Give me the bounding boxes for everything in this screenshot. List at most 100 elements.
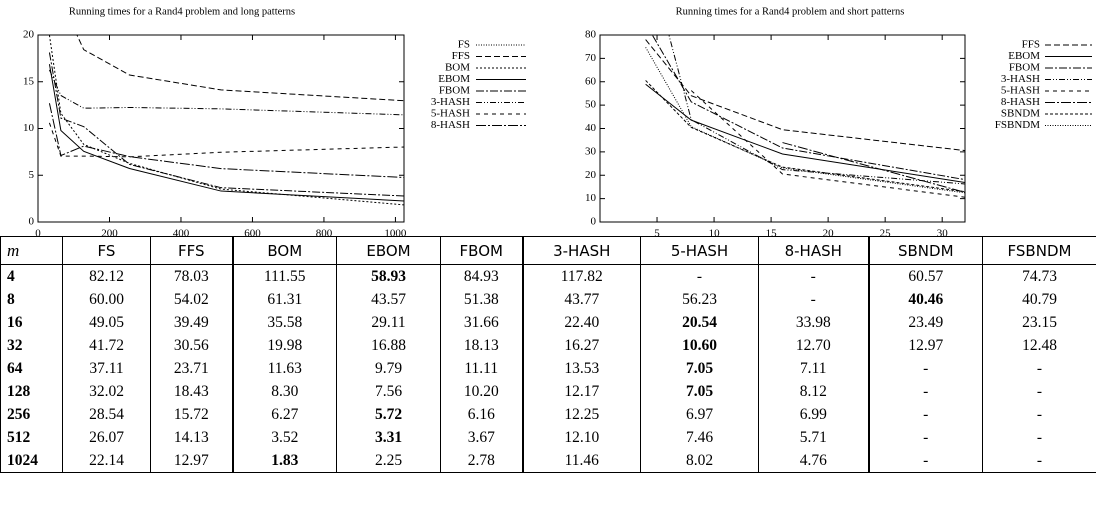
table-cell: 22.14 (62, 449, 151, 473)
table-cell: 43.77 (522, 288, 641, 311)
table-cell: 61.31 (232, 288, 337, 311)
column-header: FFS (150, 236, 234, 265)
table-row: 8 60.00 54.02 61.31 43.57 51.38 43.77 56.23-40.… (0, 288, 1096, 311)
table-cell: - (758, 264, 870, 288)
legend-label: 8-HASH (431, 119, 470, 131)
table-cell: 4.76 (758, 449, 870, 473)
table-cell: 10.60 (640, 334, 759, 357)
series-line (645, 47, 965, 194)
y-tick-label: 60 (585, 75, 597, 87)
table-cell: - (982, 426, 1096, 449)
header-row: m FS FFS BOM EBOM FBOM 3-HASH 5-HASH 8-HASH SBNDM… (0, 236, 1096, 265)
table-cell: - (868, 403, 983, 426)
legend-label: BOM (445, 62, 470, 74)
x-tick-label: 200 (101, 228, 118, 236)
table-cell: 31.66 (440, 311, 524, 334)
table-cell: 33.98 (758, 311, 870, 334)
series-line (645, 80, 965, 193)
table-cell: 32.02 (62, 380, 151, 403)
table-cell: 1024 (0, 449, 63, 473)
series-line (48, 122, 404, 158)
table-cell: - (868, 357, 983, 380)
legend-label: 5-HASH (431, 108, 470, 120)
table-cell: 28.54 (62, 403, 151, 426)
table-cell: 51.38 (440, 288, 524, 311)
chart-title: Running times for a Rand4 problem and sh… (676, 6, 905, 17)
y-tick-label: 5 (29, 169, 35, 181)
table-cell: 49.05 (62, 311, 151, 334)
table-row: 256 28.54 15.72 6.27 5.72 6.16 12.25 6.97 6.99- - (0, 403, 1096, 426)
x-tick-label: 10 (709, 228, 721, 236)
table-cell: 11.11 (440, 357, 524, 380)
table-cell: 128 (0, 380, 63, 403)
table-cell: 117.82 (522, 264, 641, 288)
legend-label: EBOM (438, 73, 470, 85)
table-cell: 16 (0, 311, 63, 334)
table-cell: - (982, 380, 1096, 403)
y-tick-label: 10 (23, 122, 35, 134)
series-line (48, 64, 404, 202)
charts: Running times for a Rand4 problem and lo… (23, 6, 1092, 236)
y-tick-label: 0 (591, 216, 597, 228)
y-tick-label: 15 (23, 75, 35, 87)
table-cell: 54.02 (150, 288, 234, 311)
series-line (48, 35, 404, 206)
table-cell: 23.15 (982, 311, 1096, 334)
table-cell: 7.46 (640, 426, 759, 449)
x-tick-label: 800 (316, 228, 333, 236)
table-cell: 19.98 (232, 334, 337, 357)
column-header: FBOM (440, 236, 524, 265)
x-tick-label: 25 (880, 228, 892, 236)
series-line (651, 35, 965, 181)
x-tick-label: 15 (766, 228, 778, 236)
series-line (48, 69, 404, 116)
table-row: 512 26.07 14.13 3.52 3.31 3.67 12.10 7.46 5.71- - (0, 426, 1096, 449)
table-cell: 18.43 (150, 380, 234, 403)
legend-label: FSBNDM (995, 119, 1040, 131)
y-tick-label: 30 (585, 145, 597, 157)
table-row: 4 82.12 78.03 111.55 58.93 84.93 117.82- -60.57… (0, 264, 1096, 288)
x-tick-label: 20 (823, 228, 835, 236)
series-group (48, 35, 404, 206)
table-cell: 30.56 (150, 334, 234, 357)
legend-label: FFS (1022, 39, 1040, 51)
x-tick-label: 30 (937, 228, 949, 236)
x-tick-label: 1000 (384, 228, 407, 236)
table-cell: 11.63 (232, 357, 337, 380)
table-cell: 6.99 (758, 403, 870, 426)
table-cell: 7.11 (758, 357, 870, 380)
table-cell: 60.57 (868, 264, 983, 288)
table-cell: 9.79 (336, 357, 441, 380)
table-cell: 7.56 (336, 380, 441, 403)
column-header: 3-HASH (522, 236, 641, 265)
series-line (782, 142, 965, 193)
column-header: SBNDM (868, 236, 983, 265)
table-cell: 22.40 (522, 311, 641, 334)
y-tick-label: 20 (585, 169, 597, 181)
table-cell: 3.52 (232, 426, 337, 449)
table-cell: 8.12 (758, 380, 870, 403)
table-cell: 82.12 (62, 264, 151, 288)
x-tick-label: 0 (35, 228, 41, 236)
series-line (48, 103, 404, 178)
table-cell: 12.10 (522, 426, 641, 449)
table-cell: 3.67 (440, 426, 524, 449)
legend-label: 8-HASH (1001, 96, 1040, 108)
table-row: 128 32.02 18.43 8.30 7.56 10.20 12.17 7.05 8.12-… (0, 380, 1096, 403)
table-cell: 39.49 (150, 311, 234, 334)
table-cell: 14.13 (150, 426, 234, 449)
x-tick-label: 400 (173, 228, 190, 236)
legend-label: FBOM (1009, 62, 1040, 74)
table-cell: - (868, 426, 983, 449)
table-cell: 56.23 (640, 288, 759, 311)
table-cell: 11.46 (522, 449, 641, 473)
table-cell: - (982, 403, 1096, 426)
column-header: FS (62, 236, 151, 265)
table-row: 16 49.05 39.49 35.58 29.11 31.66 22.40 20.54 33.… (0, 311, 1096, 334)
table-cell: 2.78 (440, 449, 524, 473)
legend-label: FBOM (439, 85, 470, 97)
table-row: 32 41.72 30.56 19.98 16.88 18.13 16.27 10.60 12.… (0, 334, 1096, 357)
column-header: m (0, 236, 63, 265)
legend-label: 5-HASH (1001, 85, 1040, 97)
